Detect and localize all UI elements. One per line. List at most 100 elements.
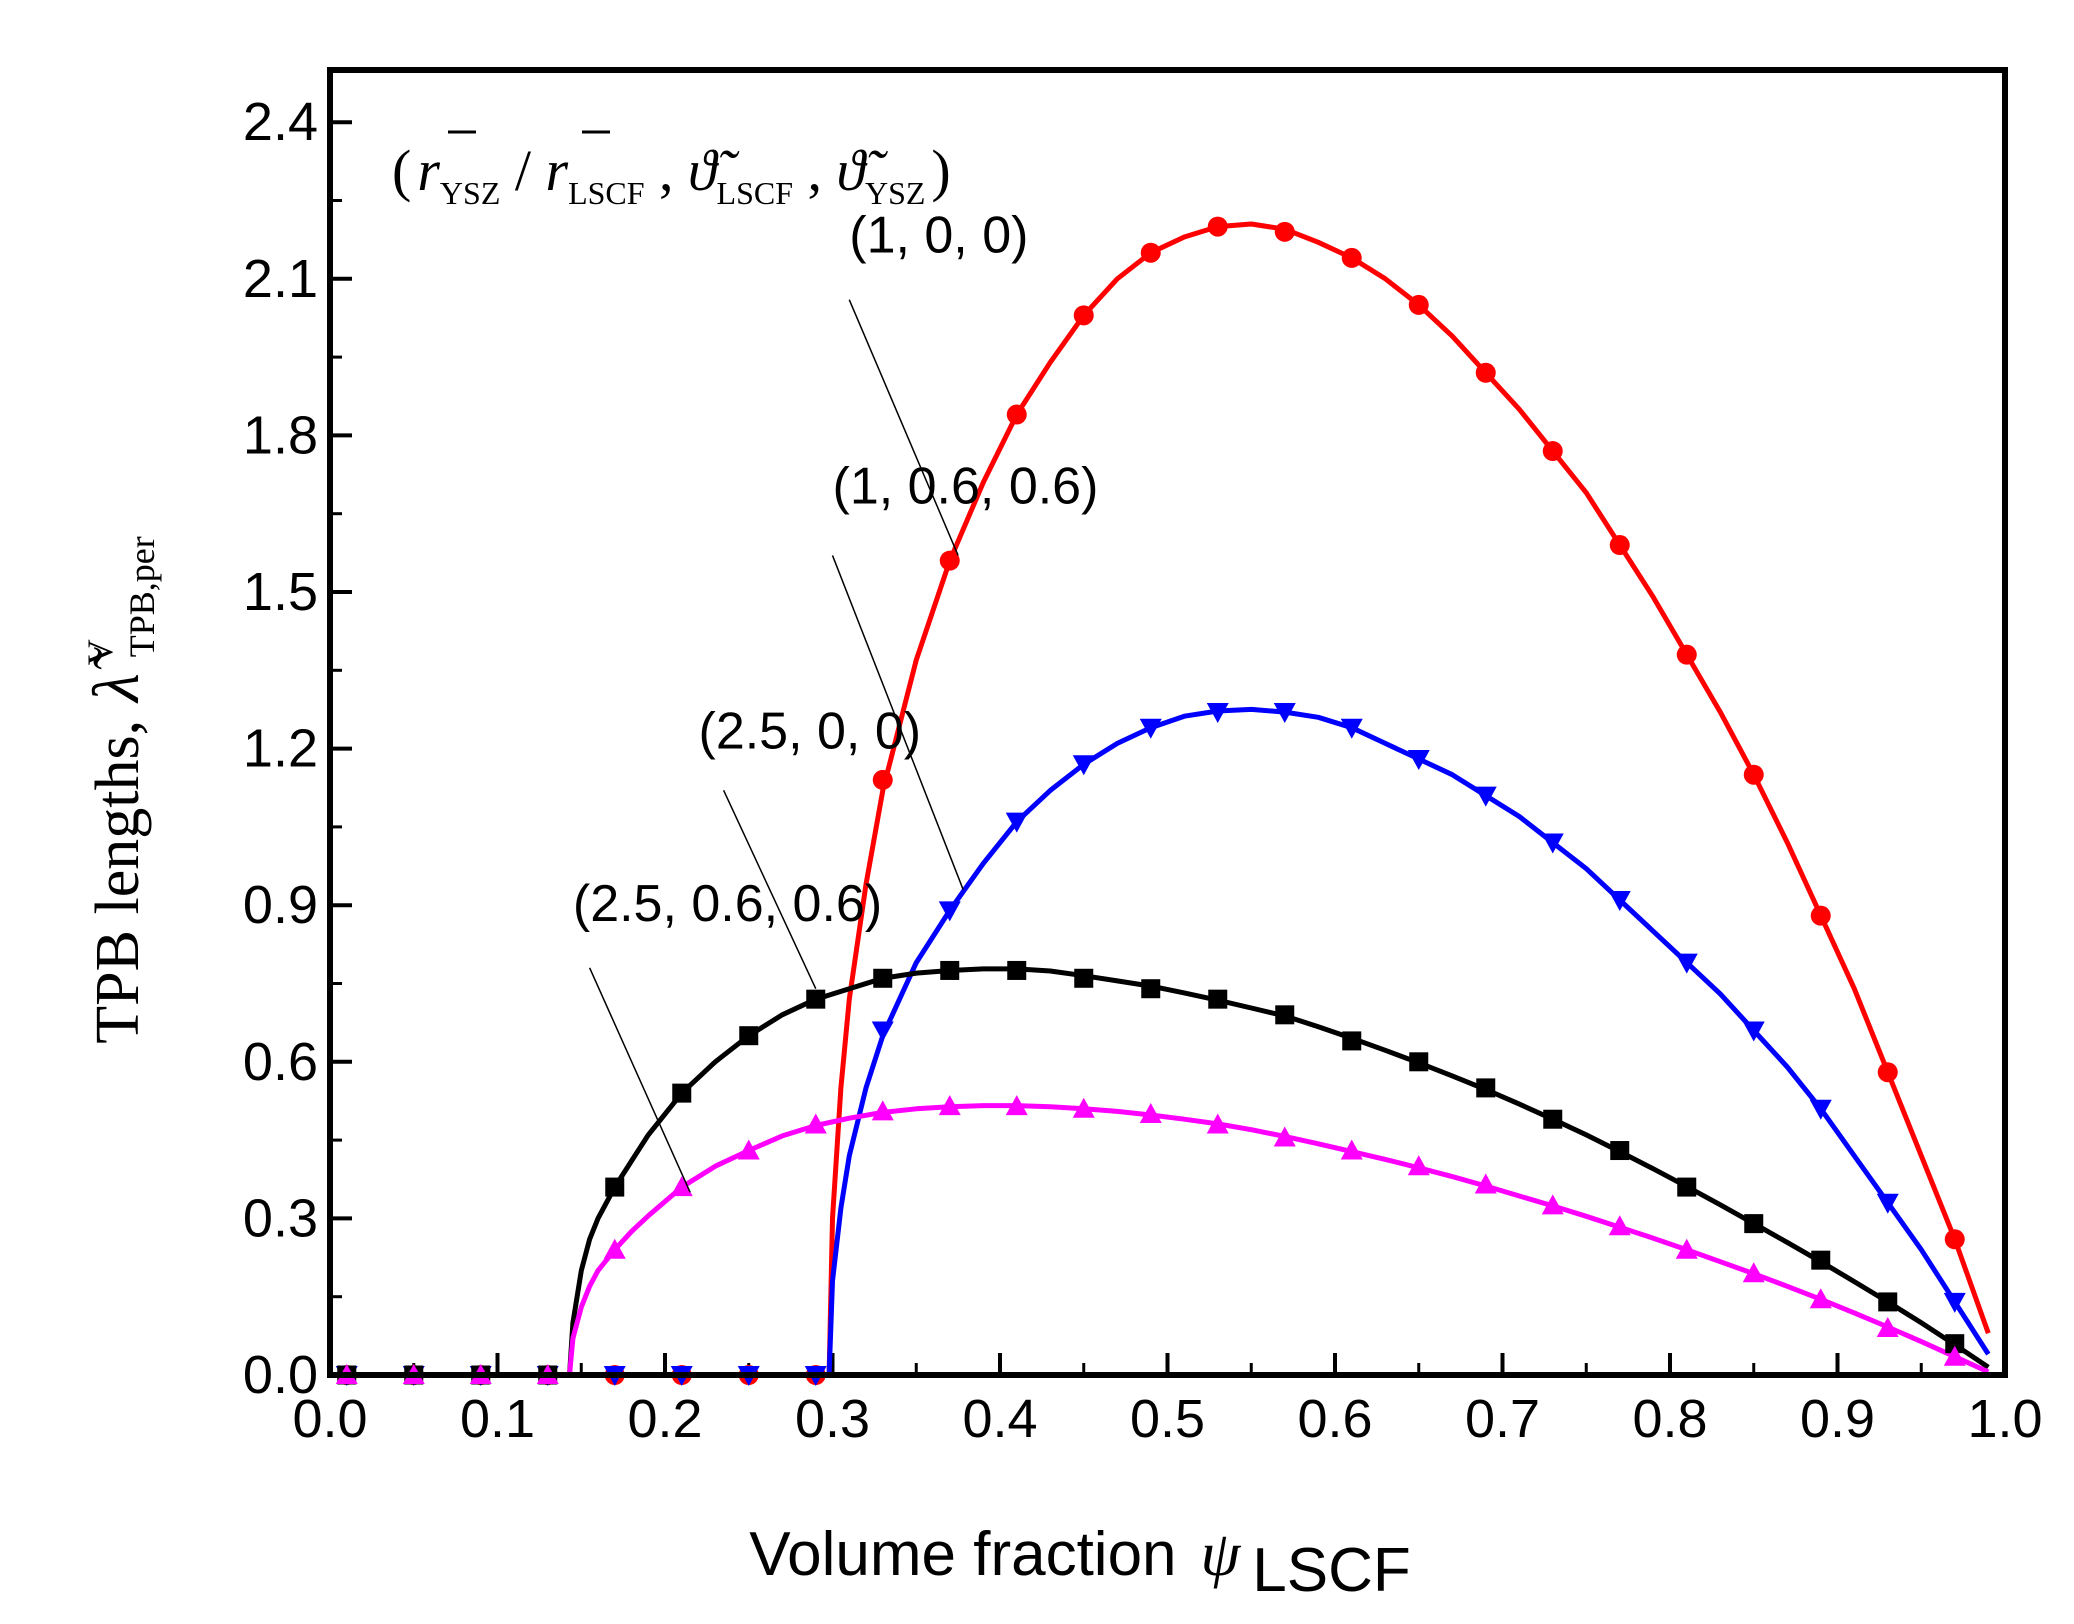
marker-2-5-0-6-0-6: [1139, 1103, 1162, 1123]
marker-2-5-0-0: [940, 960, 960, 980]
legend-r-lscf: r: [545, 138, 568, 203]
annotation-label-1-0-0: (1, 0, 0): [849, 207, 1028, 265]
marker-1-0-0: [872, 769, 893, 790]
legend-sep-1: ,: [645, 138, 689, 203]
x-tick-label: 0.1: [460, 1389, 535, 1449]
marker-2-5-0-6-0-6: [737, 1139, 760, 1160]
marker-1-0-0: [1207, 216, 1228, 237]
series-line-2-5-0-0: [338, 966, 1990, 1378]
marker-2-5-0-6-0-6: [1809, 1288, 1832, 1309]
annotation-pointer-1-0-6-0-6: [831, 555, 964, 890]
marker-2-5-0-0: [1677, 1177, 1697, 1197]
x-tick-label: 0.0: [292, 1389, 367, 1449]
x-axis-title: Volume fraction ψ LSCF: [749, 1518, 1411, 1605]
y-tick-label: 2.1: [243, 249, 318, 309]
marker-1-0-6-0-6: [1809, 1099, 1832, 1120]
marker-2-5-0-6-0-6: [1876, 1317, 1899, 1338]
marker-2-5-0-6-0-6: [1675, 1238, 1698, 1259]
marker-2-5-0-0: [739, 1026, 759, 1046]
y-tick-label: 0.6: [243, 1032, 318, 1092]
marker-2-5-0-0: [672, 1083, 692, 1103]
marker-1-0-0: [1609, 535, 1630, 556]
y-tick-label: 2.4: [243, 92, 318, 152]
x-axis-subscript: LSCF: [1252, 1536, 1410, 1605]
series-line-1-0-0: [338, 221, 1991, 1378]
y-tick-label: 1.5: [243, 562, 318, 622]
legend-open-paren: (: [392, 138, 411, 203]
marker-2-5-0-6-0-6: [938, 1095, 961, 1116]
marker-1-0-0: [1810, 905, 1831, 926]
marker-1-0-0: [1006, 404, 1027, 425]
x-axis-label: Volume fraction: [749, 1520, 1176, 1589]
marker-2-5-0-0: [1744, 1214, 1764, 1234]
marker-2-5-0-0: [1007, 960, 1027, 980]
x-tick-label: 1.0: [1967, 1389, 2042, 1449]
annotation-label-2-5-0-0: (2.5, 0, 0): [699, 703, 922, 761]
marker-1-0-0: [1877, 1062, 1898, 1083]
y-tick-labels: 0.0 0.3 0.6 0.9 1.2 1.5 1.8 2.1 2.4: [243, 92, 318, 1405]
marker-2-5-0-6-0-6: [1474, 1173, 1497, 1194]
marker-1-0-6-0-6: [1943, 1292, 1966, 1313]
marker-1-0-6-0-6: [1474, 786, 1497, 807]
marker-1-0-6-0-6: [1742, 1021, 1765, 1042]
marker-1-0-6-0-6: [1273, 703, 1296, 724]
y-tick-label: 1.8: [243, 405, 318, 465]
marker-2-5-0-0: [605, 1177, 625, 1197]
marker-1-0-6-0-6: [1407, 750, 1430, 771]
marker-2-5-0-0: [1811, 1250, 1831, 1270]
marker-1-0-6-0-6: [1072, 755, 1095, 776]
marker-2-5-0-6-0-6: [1273, 1126, 1296, 1147]
marker-1-0-6-0-6: [871, 1021, 894, 1042]
axis-ticks: [328, 120, 2007, 1377]
x-tick-label: 0.4: [962, 1389, 1037, 1449]
y-tick-label: 0.0: [243, 1345, 318, 1405]
plot-frame: [327, 67, 2008, 1378]
marker-2-5-0-0: [1141, 979, 1161, 999]
x-tick-label: 0.2: [627, 1389, 702, 1449]
marker-1-0-0: [1408, 294, 1429, 315]
marker-2-5-0-6-0-6: [1541, 1194, 1564, 1215]
marker-2-5-0-6-0-6: [1608, 1215, 1631, 1236]
marker-2-5-0-6-0-6: [1072, 1097, 1095, 1118]
marker-1-0-0: [1676, 644, 1697, 665]
legend-sub-lscf: LSCF: [568, 175, 644, 211]
marker-2-5-0-0: [1610, 1141, 1630, 1161]
marker-2-5-0-6-0-6: [871, 1100, 894, 1121]
marker-1-0-6-0-6: [1608, 890, 1631, 911]
x-tick-label: 0.5: [1130, 1389, 1205, 1449]
series-line-2-5-0-6-0-6: [338, 1103, 1990, 1378]
marker-1-0-6-0-6: [1541, 833, 1564, 854]
marker-2-5-0-0: [1945, 1334, 1965, 1354]
marker-1-0-6-0-6: [1139, 718, 1162, 739]
series-annotations: (1, 0, 0) (1, 0.6, 0.6) (2.5, 0, 0) (2.5, 0…: [573, 207, 1099, 1193]
series-curves: [338, 221, 1991, 1378]
y-axis-title: TPB lengths, λ̃ V TPB,per: [80, 536, 162, 1043]
y-axis-superscript: V: [80, 639, 120, 665]
y-tick-label: 0.3: [243, 1188, 318, 1248]
marker-1-0-6-0-6: [1876, 1193, 1899, 1214]
legend-slash: /: [500, 138, 545, 203]
marker-2-5-0-0: [1543, 1109, 1563, 1129]
legend-sub-theta-lscf: LSCF: [717, 175, 793, 211]
marker-1-0-0: [1274, 221, 1295, 242]
marker-2-5-0-6-0-6: [1742, 1262, 1765, 1283]
marker-1-0-6-0-6: [1675, 953, 1698, 974]
marker-2-5-0-0: [1342, 1031, 1362, 1051]
marker-2-5-0-0: [1878, 1292, 1898, 1312]
marker-2-5-0-6-0-6: [1407, 1155, 1430, 1176]
marker-1-0-6-0-6: [938, 901, 961, 922]
y-axis-label: TPB lengths,: [84, 720, 152, 1044]
marker-1-0-0: [1475, 362, 1496, 383]
marker-1-0-0: [1073, 305, 1094, 326]
annotation-label-1-0-6-0-6: (1, 0.6, 0.6): [833, 457, 1099, 515]
x-axis-symbol: ψ: [1201, 1518, 1242, 1589]
annotation-pointer-2-5-0-6-0-6: [588, 967, 691, 1193]
annotation-label-2-5-0-6-0-6: (2.5, 0.6, 0.6): [573, 875, 882, 933]
series-markers: [335, 216, 1966, 1386]
x-tick-label: 0.6: [1297, 1389, 1372, 1449]
marker-2-5-0-6-0-6: [670, 1176, 693, 1197]
marker-2-5-0-0: [1476, 1078, 1496, 1098]
marker-2-5-0-0: [1074, 968, 1094, 988]
marker-2-5-0-0: [1409, 1052, 1429, 1072]
x-tick-label: 0.3: [795, 1389, 870, 1449]
